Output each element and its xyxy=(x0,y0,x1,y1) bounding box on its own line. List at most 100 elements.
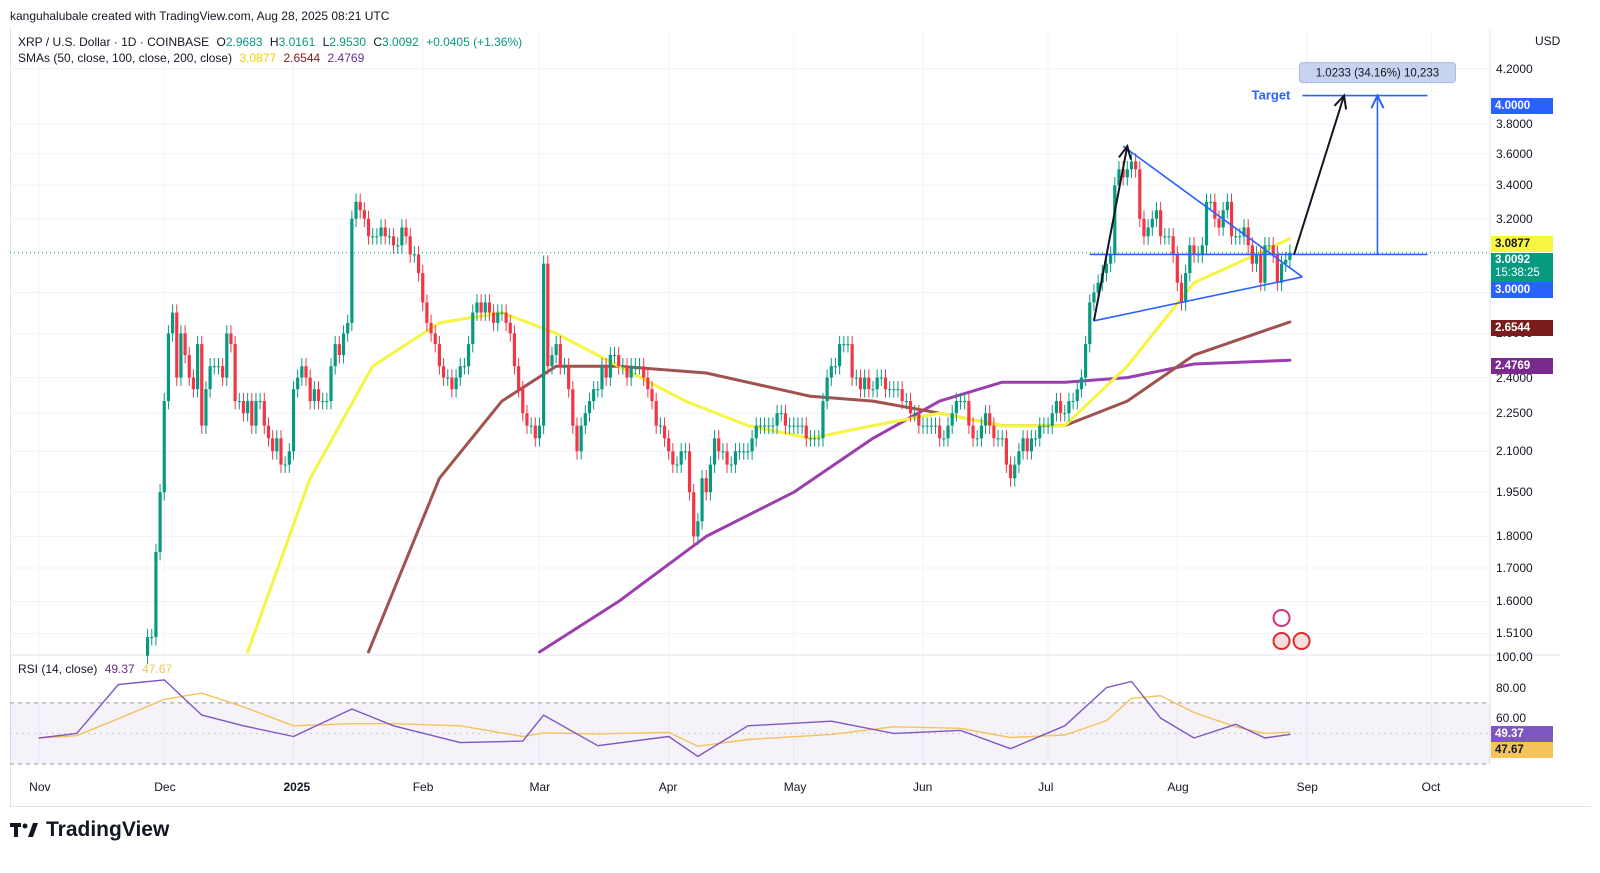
candle-body xyxy=(1134,161,1138,170)
candle-body xyxy=(854,377,858,379)
candle-body xyxy=(813,438,817,440)
candle-body xyxy=(771,425,775,427)
candle-body xyxy=(1188,245,1192,274)
candle-body xyxy=(1142,218,1146,237)
close-price-text: 3.0092 xyxy=(1495,254,1531,266)
candle-body xyxy=(529,425,533,427)
candle-body xyxy=(629,366,633,378)
candle-body xyxy=(329,366,333,402)
candle-body xyxy=(617,355,621,367)
candle-body xyxy=(1163,236,1167,238)
candle-body xyxy=(246,401,250,414)
candle-body xyxy=(879,377,883,379)
candle-body xyxy=(696,521,700,537)
candle-body xyxy=(692,492,696,537)
candle-body xyxy=(567,366,571,390)
candle-body xyxy=(512,333,517,367)
high-value: 3.0161 xyxy=(278,35,316,49)
candle-body xyxy=(291,389,296,452)
price-tick-label: 1.8000 xyxy=(1496,529,1533,544)
candle-body xyxy=(1217,218,1221,228)
candle-body xyxy=(979,425,983,439)
candle-body xyxy=(996,438,1000,440)
candle-body xyxy=(208,366,212,390)
candle-body xyxy=(779,413,783,415)
time-tick-label: Apr xyxy=(658,780,678,794)
candle-body xyxy=(412,254,416,256)
candle-body xyxy=(1113,185,1117,255)
measure-box xyxy=(1298,62,1456,84)
candle-body xyxy=(1025,438,1029,452)
candle-body xyxy=(466,344,471,367)
currency-label[interactable]: USD xyxy=(1535,34,1561,48)
candle-body xyxy=(896,389,900,391)
candle-body xyxy=(350,218,354,323)
candle-body xyxy=(375,236,379,238)
candle-body xyxy=(571,389,575,426)
time-tick-label: Jun xyxy=(913,780,933,794)
candle-body xyxy=(446,377,450,379)
candle-body xyxy=(337,344,341,356)
candle-body xyxy=(983,413,988,426)
candle-body xyxy=(308,377,312,402)
candle-body xyxy=(587,401,592,414)
candle-body xyxy=(604,366,608,378)
candle-body xyxy=(154,551,158,638)
candle-body xyxy=(1084,344,1088,378)
candle-body xyxy=(233,344,237,402)
candle-body xyxy=(750,438,754,452)
candle-body xyxy=(1175,254,1179,283)
candle-body xyxy=(871,389,875,391)
candle-body xyxy=(788,425,792,427)
candle-body xyxy=(825,377,829,402)
candle-body xyxy=(838,344,842,367)
candle-body xyxy=(1013,464,1017,479)
candle-body xyxy=(725,451,729,465)
candle-body xyxy=(479,302,483,313)
candle-body xyxy=(275,438,279,452)
candle-body xyxy=(933,425,938,427)
candle-body xyxy=(892,389,896,391)
candle-body xyxy=(650,389,654,402)
candle-body xyxy=(583,413,587,426)
candle-body xyxy=(925,425,929,427)
price-tick-label: 2.4000 xyxy=(1496,370,1533,385)
candle-body xyxy=(1179,282,1184,303)
candle-body xyxy=(971,425,975,439)
chart-frame xyxy=(10,28,1591,807)
sma100-value: 2.6544 xyxy=(283,51,321,65)
candle-body xyxy=(642,366,646,378)
candle-body xyxy=(863,377,867,390)
rsi-tick-label: 60.00 xyxy=(1496,711,1527,726)
candle-body xyxy=(521,389,525,414)
measure-box-text: 1.0233 (34.16%) 10,233 xyxy=(1316,68,1439,80)
candle-body xyxy=(391,236,396,246)
candle-body xyxy=(1238,236,1242,238)
candle-body xyxy=(321,401,325,403)
candle-body xyxy=(362,210,366,219)
candle-body xyxy=(1129,161,1134,170)
candle-body xyxy=(1288,252,1292,260)
candle-body xyxy=(554,344,558,356)
candle-body xyxy=(858,377,863,390)
target-label: Target xyxy=(1252,88,1291,103)
candle-body xyxy=(400,227,404,246)
candle-body xyxy=(262,401,266,426)
sma200-price-tag: 2.4769 xyxy=(1491,358,1553,374)
rsi-tick-label: 80.00 xyxy=(1496,680,1527,695)
candle-body xyxy=(258,401,262,403)
us-flag-icon xyxy=(1292,632,1311,650)
candle-body xyxy=(712,438,717,465)
candle-body xyxy=(850,344,854,378)
candle-body xyxy=(667,438,671,452)
candle-body xyxy=(1088,302,1092,345)
sma-title: SMAs (50, close, 100, close, 200, close) xyxy=(18,51,233,65)
candle-body xyxy=(704,478,708,493)
candle-body xyxy=(600,366,604,390)
candle-body xyxy=(958,401,963,403)
candle-body xyxy=(1000,438,1004,440)
candle-body xyxy=(429,322,433,334)
chart-caption: kanguhalubale created with TradingView.c… xyxy=(10,9,390,23)
candle-body xyxy=(783,413,788,426)
